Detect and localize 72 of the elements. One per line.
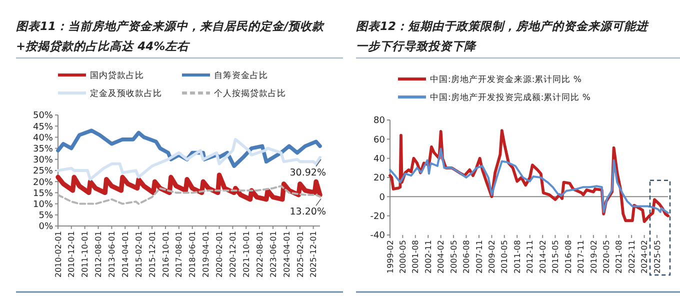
x-tick-label: 2016-10-01 (161, 231, 170, 278)
x-tick-label: 2014-02 (538, 240, 548, 274)
line-series (57, 185, 321, 205)
line-series (389, 148, 669, 214)
x-tick-label: 2010-05 (500, 240, 510, 274)
x-tick-label: 2018-06-01 (188, 231, 198, 278)
x-tick-label: 2017-08-01 (174, 231, 184, 278)
y-tick-label: 30% (32, 156, 54, 166)
y-tick-label: 40 (374, 154, 386, 164)
y-tick-label: 20% (32, 178, 54, 188)
y-tick-label: 40% (32, 133, 54, 144)
y-tick-label: 15% (32, 188, 54, 199)
chart-title: 图表12：短期由于政策限制，房地产的资金来源可能进一步下行导致投资下降 (356, 19, 650, 53)
legend-label: 国内贷款占比 (90, 70, 144, 81)
y-tick-label: 20 (374, 174, 386, 184)
x-tick-label: 2006-08 (462, 240, 472, 274)
x-tick-label: 2014-04-01 (120, 231, 130, 278)
y-tick-label: 60 (374, 135, 386, 146)
x-tick-label: 2024-04-01 (282, 231, 292, 278)
y-tick-label: 0% (38, 222, 54, 232)
y-tick-label: 45% (32, 122, 54, 132)
y-tick-label: -40 (370, 231, 386, 242)
x-tick-label: 2022-08-01 (255, 231, 264, 278)
x-tick-label: 2015-05 (551, 240, 560, 274)
y-tick-label: 0 (379, 192, 386, 203)
x-tick-label: 2019-04-01 (202, 231, 211, 278)
x-tick-label: 1999-02 (386, 240, 395, 274)
x-tick-label: 2016-08 (564, 240, 573, 274)
chart-title: 图表11：当前房地产资金来源中，来自居民的定金/预收款+按揭贷款的占比高达 44%左右 (16, 19, 326, 53)
annotation: 13.20% (290, 206, 326, 218)
x-tick-label: 2020-12-01 (228, 231, 238, 278)
x-tick-label: 2019-02 (589, 240, 598, 274)
annotation: 30.92% (290, 167, 326, 178)
x-tick-label: 2005-05 (449, 240, 458, 274)
legend-label: 个人按揭贷款占比 (214, 88, 286, 99)
x-tick-label: 2024-02 (640, 240, 650, 274)
x-tick-label: 2009-02 (488, 240, 497, 274)
y-tick-label: -20 (370, 212, 386, 222)
y-tick-label: 5% (38, 211, 54, 222)
x-tick-label: 2020-05 (602, 240, 611, 274)
x-tick-label: 2015-02-01 (134, 231, 144, 278)
x-tick-label: 2010-02-01 (54, 231, 63, 278)
x-tick-label: 2012-11 (526, 240, 535, 274)
x-tick-label: 2021-10-01 (242, 231, 251, 278)
y-tick-label: 25% (32, 166, 54, 177)
x-tick-label: 2025-05 (652, 240, 662, 274)
legend-label: 中国:房地产开发资金来源:累计同比 % (430, 74, 582, 85)
legend-label: 中国:房地产开发投资完成额:累计同比 % (430, 92, 591, 103)
x-tick-label: 2021-08 (614, 240, 624, 274)
x-tick-label: 2025-02-01 (296, 231, 305, 278)
y-tick-label: 35% (32, 144, 54, 154)
y-tick-label: 80 (374, 116, 386, 126)
x-tick-label: 2020-02-01 (215, 231, 224, 278)
x-tick-label: 2002-11 (424, 240, 433, 274)
x-tick-label: 2025-12-01 (309, 231, 318, 278)
x-tick-label: 2015-12-01 (148, 231, 157, 278)
x-tick-label: 2013-06-01 (108, 231, 116, 278)
x-tick-label: 2000-05 (398, 240, 408, 274)
x-tick-label: 2022-11 (627, 240, 636, 274)
x-tick-label: 2001-08 (411, 240, 420, 274)
y-tick-label: 10% (32, 200, 54, 210)
x-tick-label: 2010-12-01 (67, 231, 76, 278)
legend-label: 定金及预收款占比 (90, 88, 162, 99)
x-tick-label: 2023-06-01 (268, 231, 278, 278)
x-tick-label: 2017-11 (576, 240, 586, 274)
y-tick-label: 50% (32, 111, 54, 122)
x-tick-label: 2011-10-01 (80, 231, 90, 278)
x-tick-label: 2011-08 (512, 240, 522, 274)
legend-label: 自筹资金占比 (214, 70, 268, 81)
x-tick-label: 2004-02 (436, 240, 446, 274)
x-tick-label: 2007-11 (474, 240, 484, 274)
x-tick-label: 2012-08-01 (94, 231, 104, 278)
